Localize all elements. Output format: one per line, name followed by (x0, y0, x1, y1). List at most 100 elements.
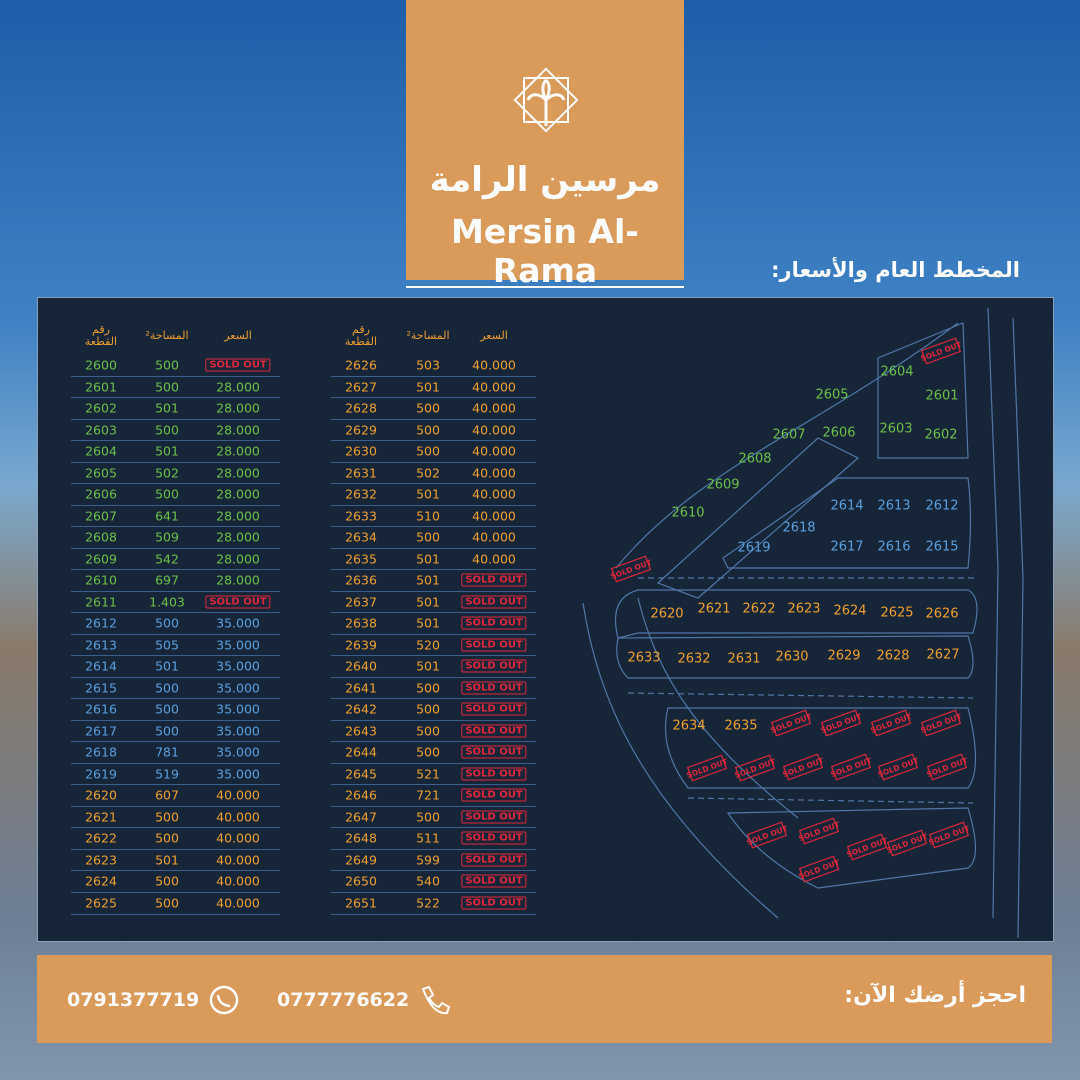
table-cell: 500 (155, 723, 179, 739)
sold-out-badge: SOLD OUT (461, 767, 527, 781)
row-separator (331, 891, 536, 893)
table-cell: 40.000 (216, 787, 260, 803)
row-separator (331, 375, 536, 377)
table-cell: 501 (416, 615, 440, 631)
table-cell: 2619 (85, 766, 117, 782)
table-cell: 40.000 (472, 486, 516, 502)
sold-out-stamp: SOLD OUT (819, 709, 864, 737)
table-cell: 501 (155, 400, 179, 416)
row-separator (331, 676, 536, 678)
column-header: السعر (224, 329, 252, 342)
header-box: مرسين الرامة Mersin Al-Rama (406, 0, 684, 290)
table-cell: 500 (155, 680, 179, 696)
table-cell: 2648 (345, 830, 377, 846)
plot-label: 2630 (775, 650, 808, 665)
table-cell: 2641 (345, 680, 377, 696)
row-separator (71, 913, 280, 915)
row-separator (71, 784, 280, 786)
table-cell: 35.000 (216, 615, 260, 631)
plan-panel: 2604 2601 2603 2602 2605 2606 2607 2608 2609 2610… (37, 297, 1054, 942)
table-cell: 2643 (345, 723, 377, 739)
plot-label: 2601 (925, 389, 958, 404)
plot-label: 2602 (924, 428, 957, 443)
table-cell: 2628 (345, 400, 377, 416)
table-cell: 40.000 (472, 422, 516, 438)
stamp-border (928, 821, 970, 849)
table-cell: 500 (155, 486, 179, 502)
phone-icon (421, 985, 451, 1015)
stamp-border (798, 855, 840, 883)
plot-label: 2625 (880, 606, 913, 621)
plot-label: 2622 (742, 602, 775, 617)
sold-out-badge: SOLD OUT (461, 831, 527, 845)
table-cell: 599 (416, 852, 440, 868)
sold-out-stamp: SOLD OUT (927, 821, 972, 849)
stamp-border (746, 821, 788, 849)
table-cell: 1.403 (149, 594, 185, 610)
sold-out-stamp: SOLD OUT (685, 754, 730, 782)
row-separator (71, 612, 280, 614)
sold-out-stamp: SOLD OUT (869, 709, 914, 737)
phone-number: 0777776622 (277, 989, 410, 1011)
table-cell: 40.000 (472, 379, 516, 395)
table-cell: 500 (416, 723, 440, 739)
title-en: Mersin Al-Rama (451, 212, 639, 290)
table-cell: 500 (155, 615, 179, 631)
row-separator (71, 461, 280, 463)
table-cell: 2602 (85, 400, 117, 416)
table-cell: 502 (416, 465, 440, 481)
plot-label: 2628 (876, 649, 909, 664)
row-separator (331, 784, 536, 786)
table-cell: 2610 (85, 572, 117, 588)
plot-label: 2607 (772, 428, 805, 443)
table-cell: 522 (416, 895, 440, 911)
table-cell: 2608 (85, 529, 117, 545)
row-separator (331, 633, 536, 635)
row-separator (331, 698, 536, 700)
table-cell: 540 (416, 873, 440, 889)
table-cell: 40.000 (216, 852, 260, 868)
row-separator (331, 483, 536, 485)
footer: احجز أرضك الآن: 0777776622 0791377719 (37, 955, 1052, 1043)
plot-label: 2608 (738, 452, 771, 467)
plot-label: 2606 (822, 426, 855, 441)
plot-label: 2612 (925, 499, 958, 514)
table-cell: 40.000 (472, 529, 516, 545)
plot-label: 2605 (815, 388, 848, 403)
table-cell: 2609 (85, 551, 117, 567)
table-cell: 2634 (345, 529, 377, 545)
table-cell: 2612 (85, 615, 117, 631)
table-cell: 2600 (85, 357, 117, 373)
table-cell: 2633 (345, 508, 377, 524)
table-cell: 2613 (85, 637, 117, 653)
row-separator (71, 741, 280, 743)
table-cell: 2635 (345, 551, 377, 567)
table-cell: 501 (416, 594, 440, 610)
table-cell: 40.000 (472, 551, 516, 567)
row-separator (331, 848, 536, 850)
stamp-border (877, 753, 919, 781)
table-cell: 500 (416, 400, 440, 416)
table-cell: 2607 (85, 508, 117, 524)
table-cell: 40.000 (472, 400, 516, 416)
plot-label: 2624 (833, 604, 866, 619)
table-cell: 2623 (85, 852, 117, 868)
plot-label: 2619 (737, 541, 770, 556)
plot-label: 2627 (926, 648, 959, 663)
table-cell: 500 (155, 379, 179, 395)
row-separator (331, 913, 536, 915)
sold-out-badge: SOLD OUT (461, 853, 527, 867)
stamp-border (734, 754, 776, 782)
row-separator (71, 762, 280, 764)
table-cell: 502 (155, 465, 179, 481)
sold-out-badge: SOLD OUT (461, 724, 527, 738)
sold-out-stamp: SOLD OUT (609, 555, 654, 583)
plot-label: 2623 (787, 602, 820, 617)
row-separator (331, 461, 536, 463)
stamp-border (830, 753, 872, 781)
plot-label: 2609 (706, 478, 739, 493)
plot-label: 2633 (627, 651, 660, 666)
table-cell: 500 (155, 873, 179, 889)
table-cell: 697 (155, 572, 179, 588)
